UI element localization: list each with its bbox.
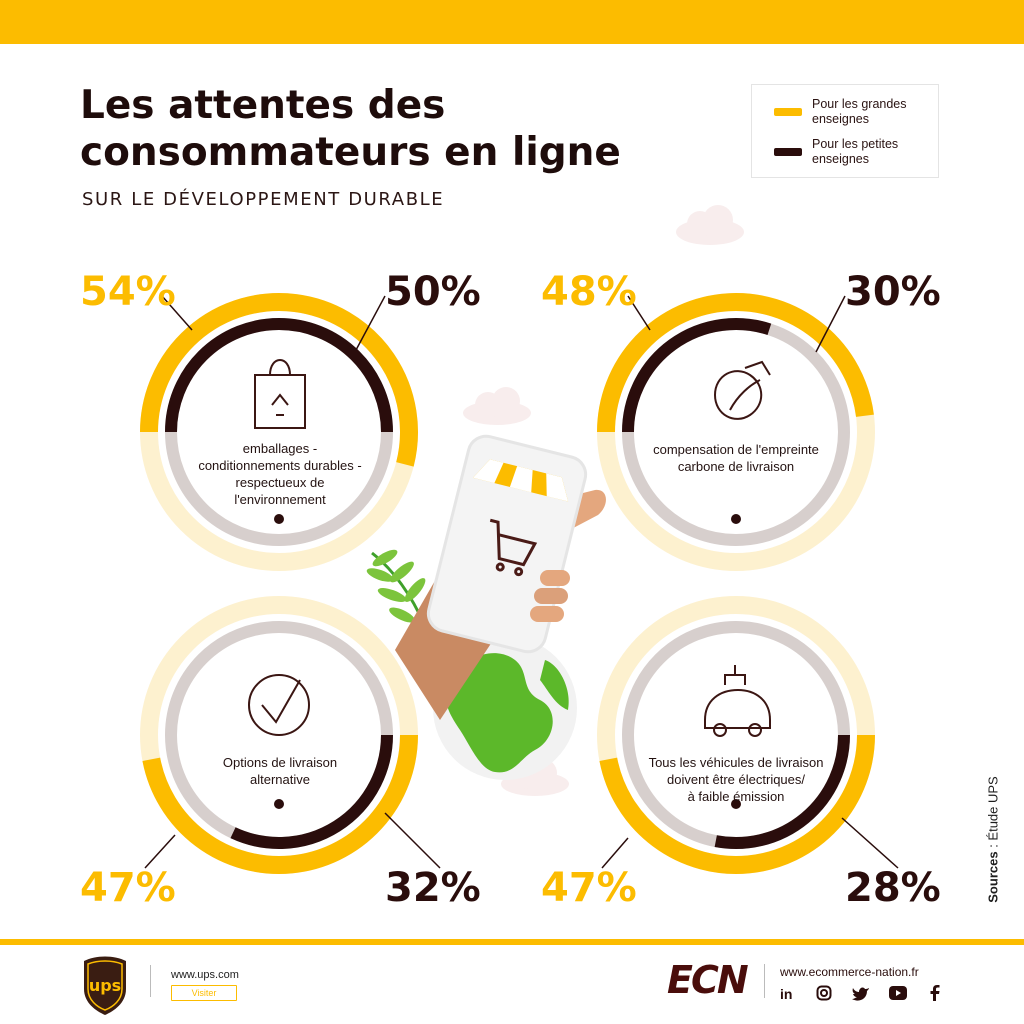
top-accent-bar	[0, 0, 1024, 44]
pct-large-packaging: 54%	[80, 269, 176, 315]
pct-large-carbon: 48%	[541, 269, 637, 315]
cloud-icon	[676, 205, 744, 245]
footer-divider	[150, 965, 151, 997]
leader-line-large	[161, 295, 193, 331]
page-title: Les attentes des consommateurs en ligne	[80, 82, 680, 176]
category-line: compensation de l'empreinte	[653, 442, 819, 457]
bullet-dot	[274, 514, 284, 524]
bottom-accent-bar	[0, 939, 1024, 945]
legend-swatch-large	[774, 108, 802, 116]
shopping-cart-icon	[489, 518, 538, 577]
leader-line-small	[384, 812, 441, 869]
electric-car-icon	[704, 665, 771, 737]
legend-label-large: Pour les grandes enseignes	[812, 97, 907, 126]
arc-large-value	[142, 734, 418, 874]
footer-divider	[764, 964, 765, 998]
instagram-icon[interactable]	[816, 985, 832, 1001]
category-line: doivent être électriques/	[666, 772, 806, 787]
category-label-packaging: emballages - conditionnements durables -…	[180, 440, 380, 508]
legend-item-small: Pour les petites enseignes	[774, 137, 932, 167]
youtube-icon[interactable]	[889, 986, 907, 1000]
arc-small-value	[165, 318, 393, 433]
arc-small-value	[230, 734, 393, 849]
arc-small-value	[622, 318, 772, 433]
category-label-vehicles: Tous les véhicules de livraison doivent …	[636, 754, 836, 805]
category-line: respectueux de	[235, 475, 325, 490]
pct-large-vehicles: 47%	[541, 865, 637, 911]
ups-visit-button[interactable]: Visiter	[171, 985, 237, 1001]
category-line: conditionnements durables -	[198, 458, 362, 473]
category-line: l'environnement	[234, 492, 326, 507]
leader-line-large	[601, 837, 629, 869]
arc-small-value	[714, 734, 850, 849]
category-line: à faible émission	[687, 789, 785, 804]
facebook-icon[interactable]	[930, 985, 940, 1001]
twitter-icon[interactable]	[852, 986, 870, 1001]
linkedin-icon[interactable]: in	[780, 986, 793, 1002]
pct-small-carbon: 30%	[845, 269, 941, 315]
arc-large-value	[140, 293, 418, 467]
ups-url-link[interactable]: www.ups.com	[171, 969, 239, 981]
donut-charts	[140, 293, 899, 874]
category-label-carbon: compensation de l'empreinte carbone de l…	[636, 441, 836, 475]
leader-line-large	[144, 834, 176, 869]
hand-holding-phone	[395, 434, 606, 720]
ecn-url-link[interactable]: www.ecommerce-nation.fr	[780, 965, 919, 979]
bullet-dot	[731, 799, 741, 809]
pct-small-vehicles: 28%	[845, 865, 941, 911]
title-line-2: consommateurs en ligne	[80, 130, 621, 175]
leader-line-small	[841, 817, 899, 869]
category-line: emballages -	[242, 441, 318, 456]
category-line: carbone de livraison	[677, 459, 795, 474]
category-line: Options de livraison	[222, 755, 338, 770]
category-line: Tous les véhicules de livraison	[648, 755, 824, 770]
recycle-bag-icon	[254, 359, 306, 429]
pct-small-packaging: 50%	[385, 269, 481, 315]
page-subtitle: SUR LE DÉVELOPPEMENT DURABLE	[82, 189, 445, 210]
title-line-1: Les attentes des	[80, 83, 446, 128]
ecn-logo[interactable]: ECN	[667, 958, 749, 1002]
legend-label-small: Pour les petites enseignes	[812, 137, 899, 166]
arc-large-value	[599, 734, 875, 874]
leader-line-small	[355, 295, 386, 351]
pct-large-delivery: 47%	[80, 865, 176, 911]
sources-note: Sources : Étude UPS	[985, 770, 1001, 910]
sources-text: : Étude UPS	[985, 776, 1001, 852]
legend: Pour les grandes enseignes Pour les peti…	[751, 84, 939, 178]
bullet-dot	[731, 514, 741, 524]
sources-label: Sources	[985, 851, 1001, 903]
leader-line-large	[627, 295, 651, 331]
pct-small-delivery: 32%	[385, 865, 481, 911]
arc-large-value	[597, 293, 874, 433]
cloud-icon	[463, 387, 531, 425]
bullet-dot	[274, 799, 284, 809]
eco-fuel-leaf-icon	[713, 360, 771, 420]
ups-logo-text: ups	[89, 976, 121, 995]
ups-logo[interactable]: ups	[80, 955, 130, 1015]
leader-line-small	[815, 295, 846, 353]
category-line: alternative	[250, 772, 310, 787]
category-label-delivery: Options de livraison alternative	[180, 754, 380, 788]
legend-item-large: Pour les grandes enseignes	[774, 97, 932, 127]
leaf-check-icon	[248, 674, 310, 736]
legend-swatch-small	[774, 148, 802, 156]
